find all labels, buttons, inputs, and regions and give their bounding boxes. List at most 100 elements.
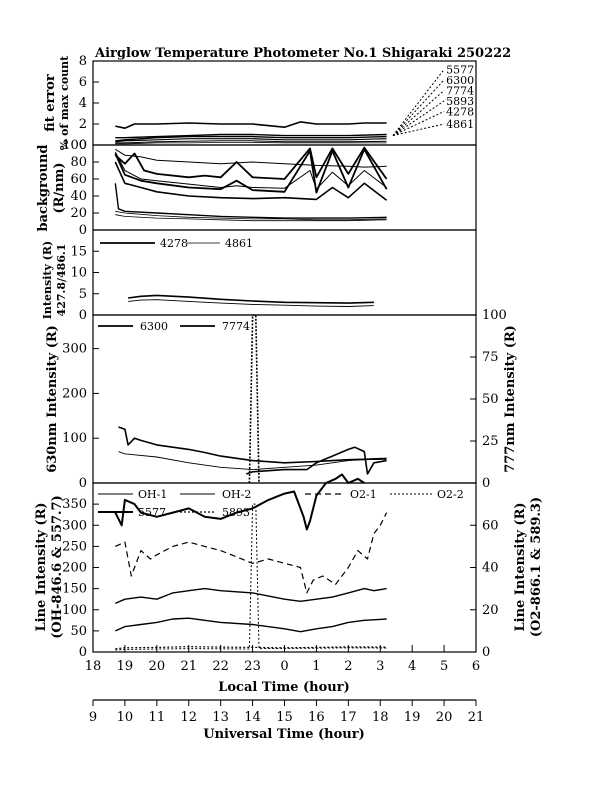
end-line-5893	[392, 100, 445, 136]
local-tick-label: 20	[149, 659, 166, 674]
fit-error-ylabel-1: fit error	[43, 74, 58, 132]
legend-label-4278: 4278	[160, 237, 188, 250]
end-line-6300	[392, 79, 445, 136]
series-oh_o2-OH-1	[115, 587, 387, 605]
background-ylabel-1: background	[36, 144, 51, 231]
red-lines-series	[118, 314, 387, 484]
red-lines-ylabel: 630nm Intensity (R)	[45, 325, 60, 473]
series-blue_lines-4861	[128, 299, 374, 307]
local-time-axis: 18 19 20 21 22 23 0 1 2 3 4 5 6	[85, 645, 480, 674]
oh-o2-legend: OH-1 OH-2 O2-1 O2-2 5577 5893	[98, 488, 464, 519]
series-oh_o2-O2-1	[115, 512, 388, 594]
red-lines-ylabel-right: 777nm Intensity (R)	[503, 325, 518, 473]
red_lines-ytick-right-label: 75	[482, 350, 499, 365]
red_lines-ytick-right-label: 100	[482, 308, 507, 323]
ut-tick-label: 13	[212, 710, 229, 725]
ut-tick-label: 14	[244, 710, 261, 725]
fit_error-ytick-label: 4	[79, 96, 87, 111]
ut-tick-label: 21	[468, 710, 485, 725]
series-oh_o2-5893	[115, 646, 387, 650]
red-lines-yticks: 0 100 200 300	[62, 342, 99, 491]
ut-tick-label: 11	[149, 710, 166, 725]
oh-o2-panel: Line Intensity (R) (OH-846.6 & 557.7) Li…	[34, 473, 544, 660]
red_lines-ytick-right-label: 25	[482, 434, 499, 449]
red_lines-ytick-label: 100	[62, 431, 87, 446]
oh_o2-ytick-label: 250	[62, 539, 87, 554]
end-label-4861: 4861	[446, 118, 474, 131]
background-series	[114, 146, 388, 222]
ut-tick-label: 10	[117, 710, 134, 725]
oh-o2-ylabel-1: Line Intensity (R)	[34, 502, 49, 631]
legend-label-6300: 6300	[140, 320, 168, 333]
series-background-1	[114, 146, 388, 180]
background-ytick-label: 100	[62, 138, 87, 153]
red_lines-ytick-right-label: 0	[482, 476, 490, 491]
blue-lines-ylabel-2: 427.8/486.1	[55, 244, 68, 317]
series-fit_error-5893	[115, 138, 387, 143]
local-time-xlabel: Local Time (hour)	[218, 680, 350, 695]
end-label-5577: 5577	[446, 63, 474, 76]
local-tick-label: 1	[312, 659, 320, 674]
oh_o2-ytick-right-label: 60	[482, 518, 499, 533]
red-lines-yticks-right: 0 25 50 75 100	[470, 308, 507, 491]
ut-tick-label: 18	[372, 710, 389, 725]
oh_o2-ytick-label: 300	[62, 518, 87, 533]
local-tick-label: 2	[344, 659, 352, 674]
series-background-2	[114, 148, 388, 194]
blue_lines-ytick-label: 5	[79, 287, 87, 302]
red-lines-panel: 630nm Intensity (R) 777nm Intensity (R) …	[45, 308, 518, 491]
fit-error-panel: fit error % of max count 0 2 4 6 8 557763007…	[43, 54, 477, 153]
oh_o2-ytick-label: 150	[62, 582, 87, 597]
end-line-5577	[392, 69, 445, 136]
series-background-7	[115, 214, 387, 222]
local-tick-label: 4	[408, 659, 416, 674]
series-fit_error-7774	[115, 135, 387, 142]
oh-o2-yticks: 0 50 100 150 200 250 300 350	[62, 497, 99, 660]
background-panel: background (R/nm) 0 20 40 60 80 100	[36, 138, 477, 238]
ut-tick-label: 19	[404, 710, 421, 725]
fit-error-ylabel-2: % of max count	[58, 55, 71, 150]
series-fit_error-5577	[115, 121, 387, 129]
series-red_lines-6300_night	[245, 446, 387, 475]
fit_error-ytick-label: 8	[79, 54, 87, 69]
oh_o2-ytick-right-label: 0	[482, 645, 490, 660]
oh-o2-yticks-right: 0 20 40 60	[470, 518, 499, 660]
series-oh_o2-5577	[114, 473, 365, 531]
oh_o2-ytick-label: 100	[62, 603, 87, 618]
chart-title: Airglow Temperature Photometer No.1 Shig…	[94, 46, 511, 61]
end-label-5893: 5893	[446, 95, 474, 108]
red_lines-ytick-label: 0	[79, 476, 87, 491]
end-line-7774	[392, 90, 445, 136]
series-background-4	[114, 161, 388, 201]
end-line-4861	[392, 123, 445, 137]
legend-label-o22: O2-2	[437, 488, 464, 501]
oh-o2-ylabel-right-1: Line Intensity (R)	[513, 502, 528, 631]
blue_lines-ytick-label: 0	[79, 308, 87, 323]
background-ytick-label: 60	[70, 172, 87, 187]
oh_o2-ytick-right-label: 20	[482, 603, 499, 618]
red-lines-frame	[92, 314, 477, 484]
ut-tick-label: 17	[340, 710, 357, 725]
blue-lines-legend: 4278 4861	[100, 237, 253, 250]
legend-label-4861: 4861	[225, 237, 253, 250]
oh-o2-ylabel-2: (OH-846.6 & 557.7)	[50, 495, 65, 639]
series-background-6	[115, 210, 387, 221]
oh_o2-ytick-label: 350	[62, 497, 87, 512]
blue-lines-panel: Intensity (R) 427.8/486.1 0 5 10 15 4278 48…	[41, 229, 477, 323]
background-ytick-label: 20	[70, 206, 87, 221]
local-tick-label: 3	[376, 659, 384, 674]
end-label-7774: 7774	[446, 84, 474, 97]
local-tick-label: 18	[85, 659, 102, 674]
series-oh_o2-O2-2	[115, 503, 387, 651]
universal-time-xlabel: Universal Time (hour)	[203, 727, 365, 742]
background-ytick-label: 0	[79, 223, 87, 238]
series-background-3	[114, 151, 387, 190]
blue-lines-series	[127, 294, 374, 307]
universal-time-axis: 9 10 11 12 13 14 15 16 17 18 19 20 21	[89, 700, 484, 725]
red-lines-legend: 6300 7774	[98, 320, 250, 333]
fit_error-ytick-label: 0	[79, 138, 87, 153]
background-yticks: 0 20 40 60 80 100	[62, 138, 99, 238]
blue_lines-ytick-label: 15	[70, 244, 87, 259]
